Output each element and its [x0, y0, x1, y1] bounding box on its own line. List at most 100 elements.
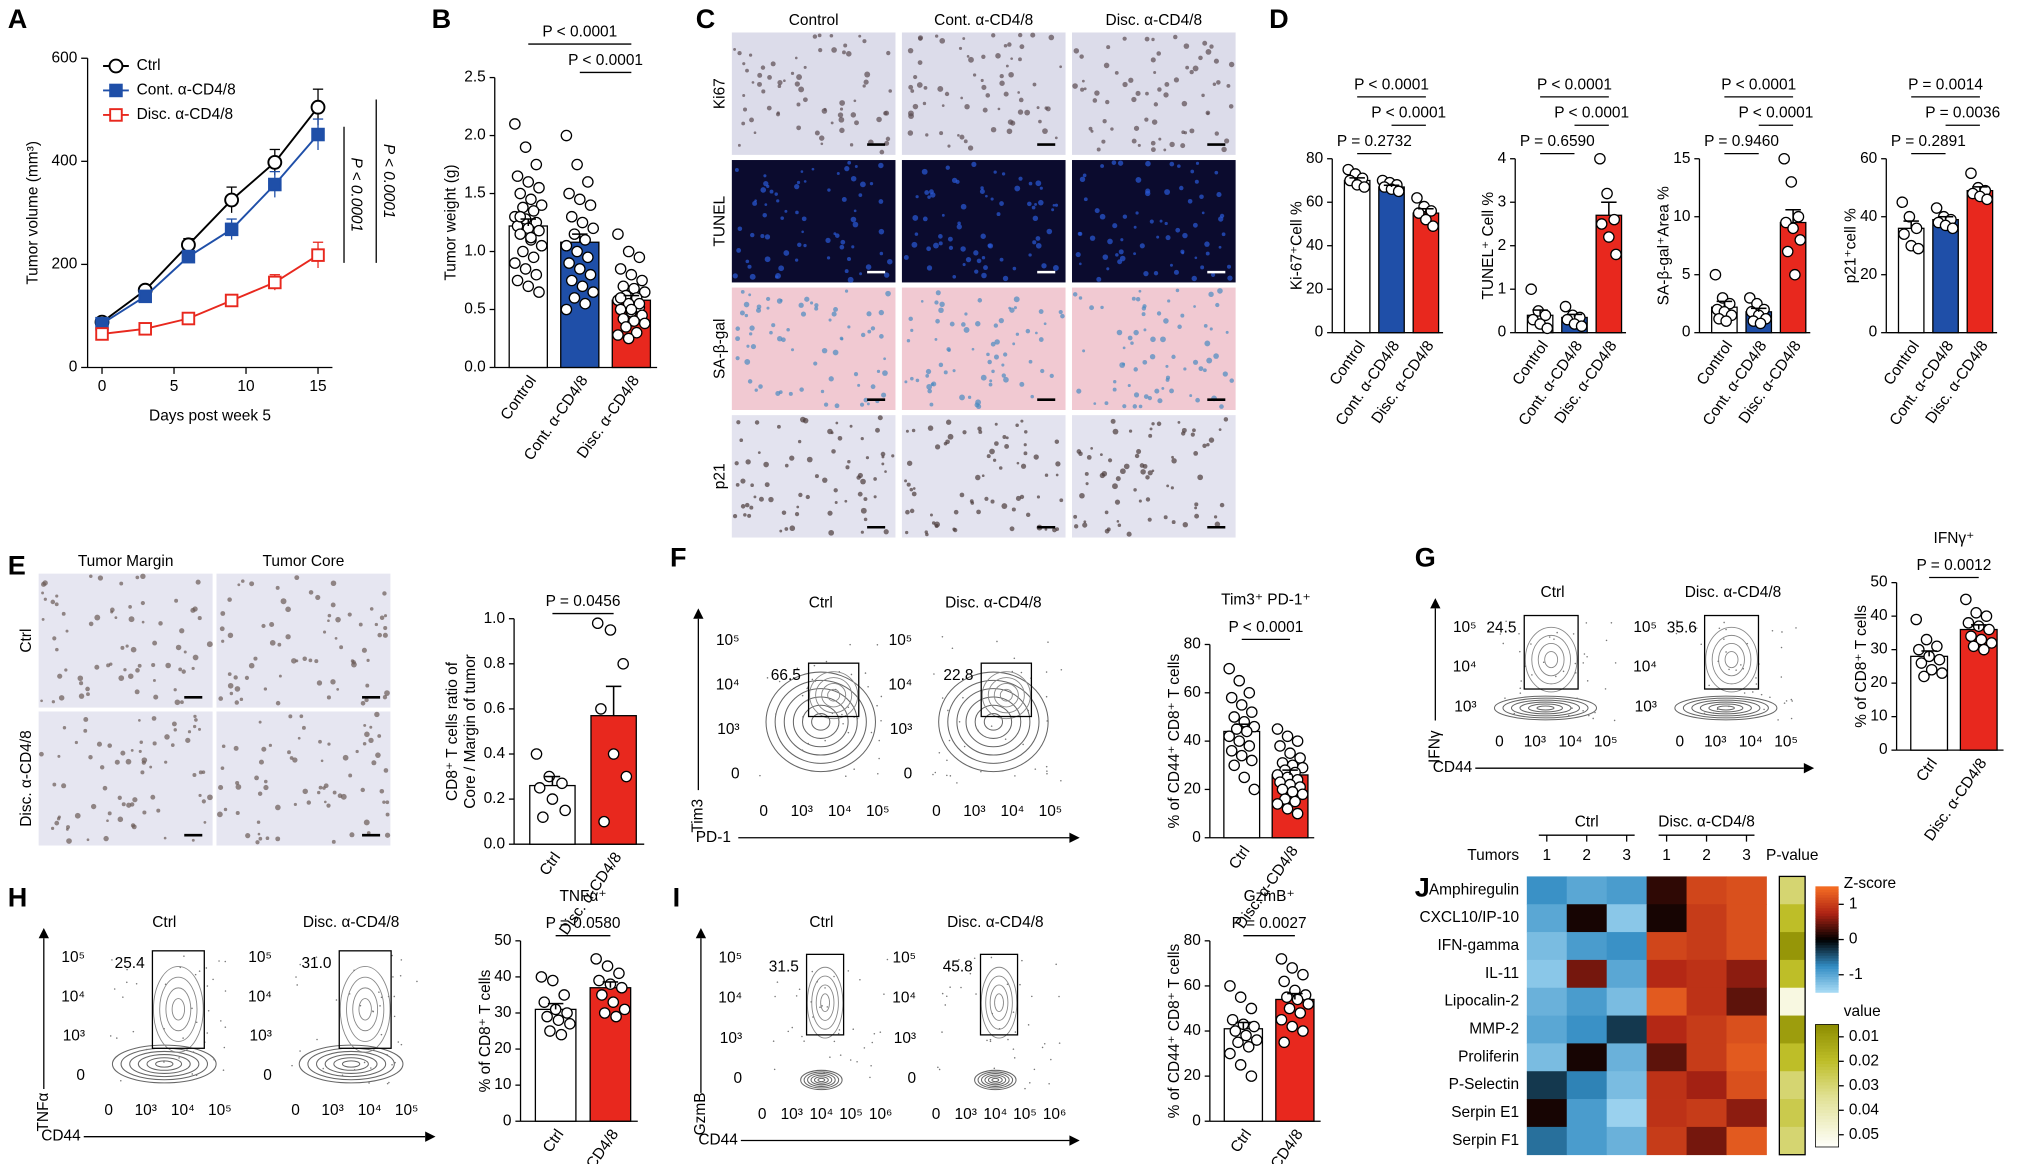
data-point	[1297, 968, 1309, 981]
cell-dot	[1194, 513, 1200, 519]
cell-dot	[234, 686, 241, 692]
data-point	[625, 268, 638, 281]
contour	[803, 1071, 840, 1089]
cell-dot	[856, 475, 861, 480]
cell-dot	[748, 293, 752, 297]
cell-dot	[911, 241, 918, 248]
data-point	[546, 793, 559, 805]
column-title: Tumors	[1467, 847, 1519, 864]
cell-dot	[1018, 97, 1024, 103]
p-cell	[1779, 987, 1806, 1016]
event-dot	[372, 1010, 374, 1012]
cell-dot	[783, 79, 786, 83]
cell-dot	[1198, 366, 1204, 372]
cell-dot	[982, 107, 988, 113]
cell-dot	[383, 614, 388, 618]
cell-dot	[1107, 238, 1113, 245]
y-tick-label: 2.0	[464, 127, 485, 144]
cell-dot	[1099, 453, 1103, 457]
contour	[137, 1054, 191, 1074]
plot-title: Disc. α-CD4/8	[947, 914, 1044, 931]
cell-dot	[1013, 296, 1020, 303]
cell-dot	[860, 507, 867, 514]
x-tick-label: 10⁵	[839, 1106, 863, 1123]
cell-dot	[275, 804, 281, 811]
colorbar-step	[1815, 1119, 1839, 1123]
marker	[311, 127, 325, 142]
cell-dot	[1183, 131, 1188, 135]
event-dot	[393, 1015, 396, 1018]
data-point	[1936, 667, 1948, 679]
data-point	[1912, 242, 1925, 255]
y-tick-label: 40	[1870, 607, 1887, 624]
cell-dot	[757, 72, 763, 78]
cell-dot	[1202, 368, 1207, 373]
y-axis-label: Tumor volume (mm³)	[25, 141, 42, 285]
cell-dot	[813, 361, 818, 366]
colorbar-step	[1815, 970, 1839, 975]
cell-dot	[905, 530, 909, 535]
cell-dot	[1209, 44, 1214, 49]
cell-dot	[297, 736, 301, 740]
event-dot	[847, 970, 850, 972]
data-point	[576, 216, 589, 229]
event-dot	[1011, 670, 1014, 673]
cell-dot	[379, 615, 385, 620]
cell-dot	[904, 479, 908, 483]
cell-dot	[997, 107, 1001, 111]
cell-dot	[1133, 488, 1137, 492]
cell-dot	[241, 579, 245, 583]
cell-dot	[971, 347, 975, 351]
event-dot	[135, 983, 138, 985]
row-header: SA-β-gal	[711, 319, 728, 379]
cell-dot	[865, 264, 872, 270]
cell-dot	[948, 245, 954, 250]
cell-dot	[1201, 211, 1205, 215]
cell-dot	[364, 731, 370, 738]
cell-dot	[1193, 451, 1199, 456]
cell-dot	[760, 65, 766, 70]
micrograph	[216, 573, 391, 708]
cell-dot	[881, 455, 885, 459]
cell-dot	[912, 487, 916, 490]
colorbar-step	[1815, 955, 1839, 959]
row-header: TUNEL	[711, 196, 728, 247]
cell-dot	[839, 107, 844, 111]
cell-dot	[1136, 449, 1142, 455]
p-cell	[1779, 876, 1806, 905]
cell-dot	[981, 474, 985, 478]
cell-dot	[850, 112, 857, 118]
event-dot	[834, 688, 837, 691]
event-dot	[1020, 671, 1023, 674]
cell-dot	[1142, 359, 1148, 365]
cell-dot	[207, 794, 213, 801]
cell-dot	[275, 585, 280, 590]
data-point	[522, 280, 535, 293]
cell-dot	[999, 80, 1005, 86]
event-dot	[132, 1030, 135, 1033]
event-dot	[1777, 719, 1779, 721]
cell-dot	[753, 131, 757, 135]
cell-dot	[1083, 197, 1088, 202]
cell-dot	[192, 654, 199, 661]
cell-dot	[960, 96, 963, 100]
cell-dot	[1075, 252, 1081, 258]
cell-dot	[796, 180, 801, 185]
cell-dot	[1079, 176, 1086, 183]
cell-dot	[1200, 265, 1205, 270]
cell-dot	[913, 74, 918, 80]
x-tick-label: 10⁴	[983, 1106, 1007, 1123]
cell-dot	[829, 33, 834, 38]
cell-dot	[825, 237, 831, 243]
column-header: Control	[789, 12, 839, 29]
cell-dot	[1092, 98, 1098, 103]
colorbar-step	[1815, 965, 1839, 969]
cell-dot	[882, 370, 888, 376]
data-point	[1411, 192, 1423, 204]
cell-dot	[859, 181, 866, 188]
event-dot	[1031, 995, 1033, 998]
event-dot	[306, 960, 309, 962]
cell-dot	[134, 689, 140, 695]
cell-dot	[1158, 137, 1162, 141]
cell-dot	[61, 783, 67, 789]
